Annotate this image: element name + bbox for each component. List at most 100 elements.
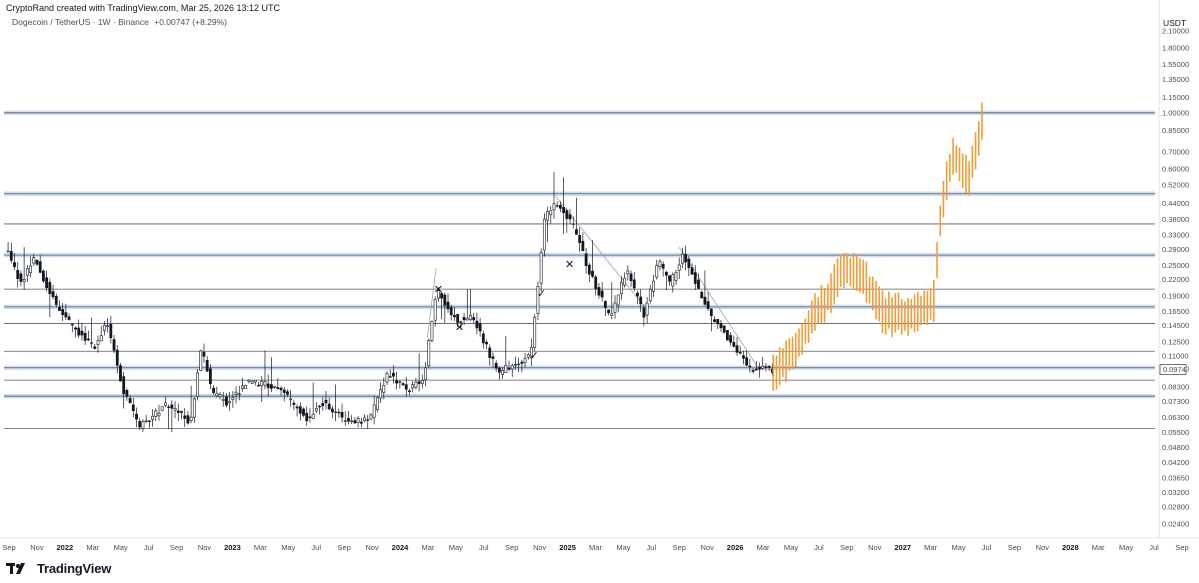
candle-141 — [459, 320, 463, 330]
candle-237 — [767, 365, 771, 372]
trendline-0[interactable] — [426, 267, 437, 338]
x-tick-month: Sep — [337, 543, 350, 552]
candle-236 — [764, 362, 768, 372]
candle-173 — [562, 177, 566, 235]
candle-171 — [555, 201, 559, 208]
y-tick-label: 0.02400 — [1162, 520, 1189, 529]
candle-198 — [642, 304, 646, 327]
candle-28 — [96, 335, 100, 353]
candle-98 — [321, 396, 325, 411]
candle-132 — [430, 320, 434, 343]
candle-12 — [45, 270, 49, 292]
candle-204 — [661, 261, 665, 277]
y-tick-label: 0.05500 — [1162, 428, 1189, 437]
candle-100 — [327, 397, 331, 410]
candle-11 — [42, 269, 45, 283]
candle-88 — [289, 390, 293, 407]
x-tick-month: Sep — [1175, 543, 1188, 552]
x-tick-month: Nov — [1036, 543, 1050, 552]
y-tick-label: 0.22000 — [1162, 275, 1189, 284]
created-caption: CryptoRand created with TradingView.com,… — [6, 3, 280, 13]
trendline-1[interactable] — [555, 195, 647, 309]
candle-135 — [440, 291, 443, 319]
x-tick-month: Nov — [365, 543, 379, 552]
candle-63 — [208, 364, 212, 389]
candle-133 — [433, 296, 437, 327]
candle-223 — [722, 325, 726, 334]
y-tick-label: 1.15000 — [1162, 93, 1189, 102]
x-tick-month: Mar — [1092, 543, 1105, 552]
candle-222 — [719, 320, 723, 332]
candle-128 — [417, 353, 421, 392]
y-tick-label: 0.14500 — [1162, 321, 1189, 330]
cross-marker-1: ✕ — [455, 321, 464, 334]
candle-233 — [754, 361, 758, 371]
candle-114 — [372, 395, 376, 425]
candle-0 — [6, 241, 10, 253]
candle-190 — [616, 294, 620, 313]
candle-20 — [70, 323, 74, 333]
cross-marker-0: ✕ — [434, 283, 443, 296]
candle-34 — [115, 345, 119, 374]
candle-25 — [86, 330, 90, 342]
current-price-tag: 0.0974 — [1159, 364, 1187, 375]
candle-91 — [298, 402, 302, 421]
candle-185 — [600, 281, 604, 302]
candle-37 — [125, 388, 129, 401]
time-axis[interactable]: Sep Nov 2022 Mar May Jul Sep Nov 2023 Mar May Jul Se… — [0, 537, 1199, 552]
candle-115 — [375, 396, 379, 413]
annotation-markers: ✕ ✕ ✕ ✓ ✓ — [434, 258, 574, 362]
candle-136 — [443, 292, 447, 323]
candle-175 — [568, 208, 572, 224]
candle-56 — [186, 411, 190, 425]
y-tick-label: 0.03200 — [1162, 488, 1189, 497]
candle-120 — [392, 365, 395, 384]
y-tick-label: 0.16500 — [1162, 307, 1189, 316]
candle-7 — [29, 256, 32, 278]
candle-220 — [713, 316, 716, 323]
y-tick-label: 1.55000 — [1162, 60, 1189, 69]
x-tick-month: Jul — [647, 543, 657, 552]
candle-234 — [758, 362, 761, 378]
brand-name: TradingView — [37, 561, 112, 576]
candle-44 — [147, 420, 151, 428]
x-tick-month: Nov — [30, 543, 44, 552]
candle-86 — [282, 387, 286, 402]
x-tick-month: Sep — [673, 543, 686, 552]
candle-153 — [497, 366, 501, 380]
candle-116 — [379, 382, 382, 403]
candle-55 — [183, 408, 187, 428]
x-tick-year: 2025 — [559, 543, 576, 552]
y-tick-label: 0.04800 — [1162, 443, 1189, 452]
candle-105 — [343, 411, 347, 426]
tradingview-brand[interactable]: TradingView — [6, 561, 111, 576]
x-tick-month: Sep — [1008, 543, 1021, 552]
y-tick-label: 0.38000 — [1162, 215, 1189, 224]
candle-77 — [253, 379, 257, 386]
candle-71 — [234, 385, 238, 404]
candle-188 — [610, 282, 614, 320]
x-tick-month: Nov — [701, 543, 715, 552]
candle-184 — [597, 283, 601, 299]
candle-189 — [613, 295, 617, 319]
candle-176 — [571, 216, 575, 229]
candle-3 — [16, 262, 20, 288]
candle-96 — [314, 402, 318, 414]
candle-186 — [603, 300, 607, 316]
x-tick-month: Sep — [170, 543, 183, 552]
candle-82 — [269, 357, 273, 393]
x-tick-month: Mar — [589, 543, 602, 552]
candle-163 — [530, 338, 533, 367]
candle-118 — [385, 371, 389, 385]
candle-187 — [607, 309, 610, 316]
candle-142 — [462, 313, 466, 326]
tradingview-logo-icon — [6, 563, 25, 574]
candle-1 — [9, 242, 13, 264]
candle-81 — [266, 374, 270, 397]
current-price-label: 0.0974 — [1163, 365, 1186, 374]
price-axis[interactable]: 2.10000 1.80000 1.55000 1.35000 1.15000 1.000… — [1158, 0, 1189, 538]
candle-123 — [401, 381, 405, 386]
candle-90 — [295, 404, 299, 417]
trendline-2[interactable] — [678, 247, 761, 372]
